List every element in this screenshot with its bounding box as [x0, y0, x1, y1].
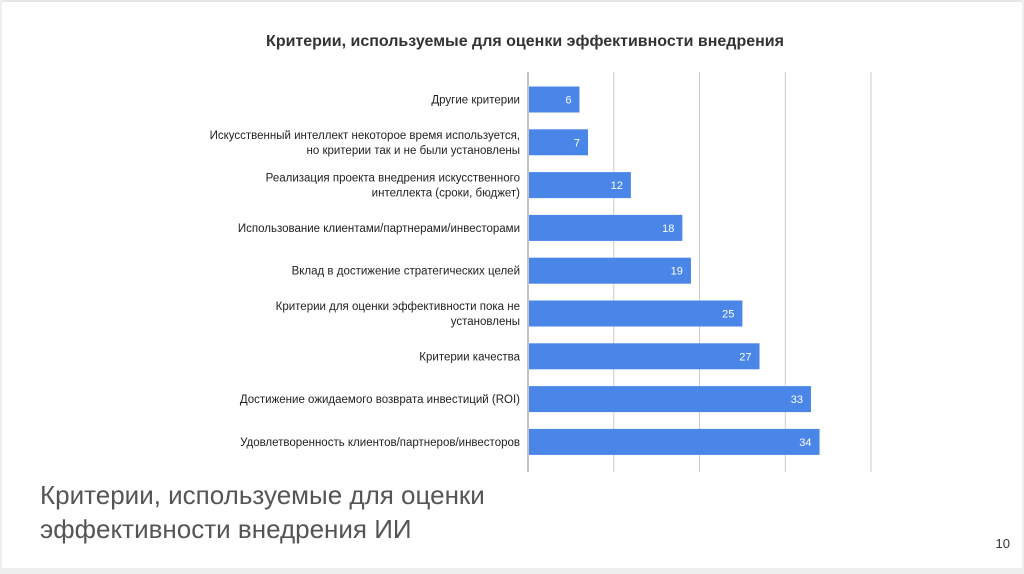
- slide-border-bottom: [0, 568, 1024, 574]
- category-label: Вклад в достижение стратегических целей: [292, 266, 520, 278]
- bar-value-label: 12: [611, 180, 623, 192]
- bar-value-label: 25: [722, 309, 734, 321]
- chart-bar: [529, 86, 580, 113]
- chart-bars: 6 7 12 18 19 25 27 33 34: [529, 86, 820, 455]
- slide-caption: Критерии, используемые для оценки эффект…: [40, 478, 740, 546]
- category-label: интеллекта (сроки, бюджет): [372, 188, 520, 200]
- bar-value-label: 18: [662, 223, 674, 235]
- category-label: Достижение ожидаемого возврата инвестици…: [240, 394, 520, 406]
- chart-category-labels: Другие критерии Искусственный интеллект н…: [210, 95, 521, 449]
- slide-border-right: [1022, 0, 1024, 574]
- bar-value-label: 33: [791, 394, 803, 406]
- bar-value-label: 34: [799, 437, 811, 449]
- chart-bar: [529, 428, 820, 455]
- chart-bar: [529, 214, 683, 241]
- slide-border-top: [0, 0, 1024, 2]
- category-label: Критерии для оценки эффективности пока н…: [276, 301, 520, 313]
- category-label: Искусственный интеллект некоторое время …: [210, 130, 520, 142]
- slide-border-left: [0, 0, 2, 574]
- bar-value-label: 6: [565, 95, 571, 107]
- page-number: 10: [995, 536, 1010, 551]
- chart-bar: [529, 300, 743, 327]
- chart-bar: [529, 343, 760, 370]
- category-label: Реализация проекта внедрения искусственн…: [266, 173, 520, 185]
- caption-line-2: эффективности внедрения ИИ: [40, 514, 412, 544]
- category-label: но критерии так и не были установлены: [307, 145, 521, 157]
- chart-bar: [529, 386, 811, 413]
- chart-bar: [529, 129, 589, 156]
- bar-value-label: 7: [574, 137, 580, 149]
- bar-value-label: 19: [671, 266, 683, 278]
- chart-bar: [529, 172, 631, 199]
- category-label: Другие критерии: [431, 95, 520, 107]
- bar-value-label: 27: [739, 351, 751, 363]
- category-label: Критерии качества: [419, 351, 520, 363]
- category-label: Удовлетворенность клиентов/партнеров/инв…: [240, 437, 520, 449]
- category-label: установлены: [451, 316, 520, 328]
- chart-title: Критерии, используемые для оценки эффект…: [266, 33, 784, 50]
- chart-bar: [529, 257, 691, 284]
- caption-line-1: Критерии, используемые для оценки: [40, 480, 485, 510]
- category-label: Использование клиентами/партнерами/инвес…: [238, 223, 520, 235]
